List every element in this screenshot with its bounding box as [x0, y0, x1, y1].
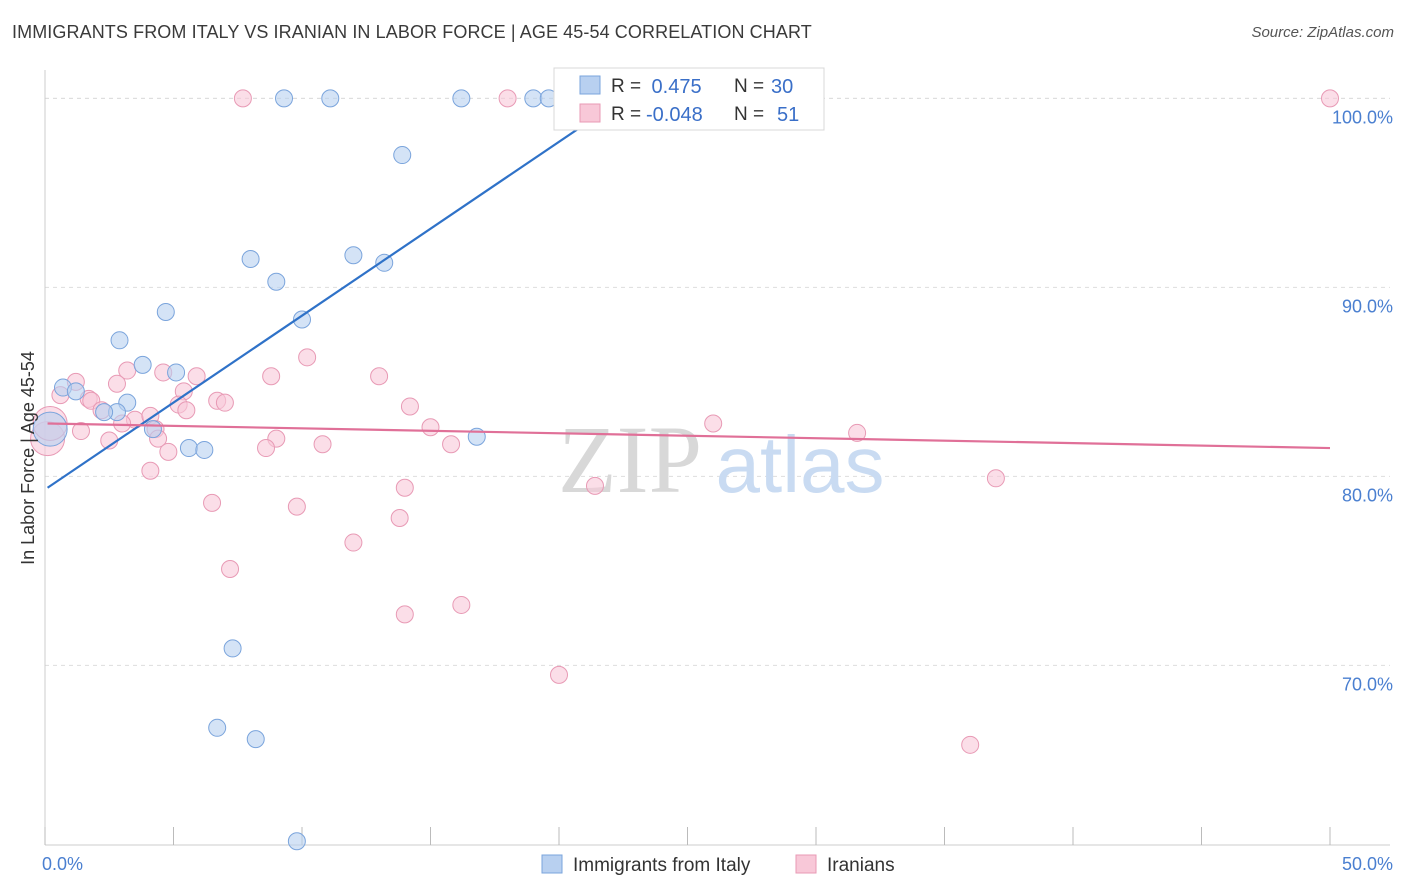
data-point-italy [223, 639, 242, 658]
legend-r-label-italy: R = [611, 76, 641, 97]
legend-n-label-italy: N = [734, 76, 764, 97]
chart-title: IMMIGRANTS FROM ITALY VS IRANIAN IN LABO… [12, 22, 812, 42]
data-point-iranians [986, 469, 1005, 488]
data-point-iranians [452, 595, 471, 614]
data-point-iranians [344, 533, 363, 552]
data-point-italy [293, 310, 311, 329]
data-point-iranians [421, 418, 440, 437]
data-point-iranians [287, 497, 306, 516]
legend-n-value-iranians: 51 [777, 104, 799, 126]
data-point-iranians [400, 397, 419, 416]
data-point-iranians [395, 478, 414, 497]
data-point-italy [32, 411, 68, 447]
data-point-italy [95, 403, 114, 422]
data-point-iranians [585, 476, 604, 495]
tick-labels: 70.0% 80.0% 90.0% 100.0% 0.0% 50.0% [42, 107, 1393, 874]
data-point-iranians [848, 423, 867, 442]
watermark-zip: ZIP [558, 406, 702, 513]
legend-r-value-italy: 0.475 [646, 76, 702, 98]
bottom-legend-label-iranians: Iranians [827, 855, 895, 876]
data-point-italy [133, 355, 152, 374]
data-point-iranians [215, 393, 234, 412]
data-point-iranians [961, 735, 980, 754]
data-point-italy [179, 439, 198, 458]
data-point-italy [195, 440, 214, 459]
data-point-iranians [313, 435, 332, 454]
y-tick-label: 80.0% [1342, 485, 1393, 505]
data-point-iranians [1321, 89, 1339, 108]
data-point-iranians [704, 414, 723, 433]
data-point-italy [66, 382, 85, 401]
legend-swatch-iranians [579, 103, 601, 123]
data-point-iranians [442, 435, 461, 454]
legend-n-label-iranians: N = [734, 104, 764, 125]
trend-line-iranians [47, 422, 1331, 450]
data-point-italy [267, 272, 286, 291]
data-point-italy [375, 253, 394, 272]
data-point-italy [156, 302, 175, 321]
bottom-legend-swatch-iranians [795, 854, 817, 874]
data-point-italy [452, 89, 471, 108]
data-point-iranians [177, 401, 196, 420]
data-point-iranians [141, 461, 160, 480]
grid-lines [45, 97, 1390, 666]
y-axis-label: In Labor Force | Age 45-54 [18, 351, 38, 565]
data-point-iranians [395, 605, 414, 624]
data-point-italy [246, 730, 265, 749]
data-point-iranians [370, 367, 389, 386]
legend: R = 0.475 N = 30 R = -0.048 N = 51 [553, 67, 825, 131]
x-tick-label: 50.0% [1342, 854, 1393, 874]
data-point-iranians [257, 439, 276, 458]
data-point-iranians [221, 560, 240, 579]
data-point-iranians [71, 422, 90, 441]
data-point-italy [143, 420, 162, 439]
legend-r-value-iranians: -0.048 [646, 104, 703, 126]
bottom-legend-swatch-italy [541, 854, 563, 874]
y-tick-label: 90.0% [1342, 296, 1393, 316]
data-point-italy [241, 250, 260, 269]
source-label: Source: ZipAtlas.com [1251, 24, 1394, 41]
y-tick-label: 100.0% [1332, 107, 1393, 127]
legend-swatch-italy [579, 75, 601, 95]
data-point-italy [287, 832, 306, 851]
data-point-italy [208, 718, 227, 737]
data-point-iranians [159, 442, 178, 461]
data-point-iranians [107, 374, 126, 393]
data-point-iranians [203, 493, 222, 512]
data-point-italy [110, 331, 129, 350]
data-point-italy [167, 363, 186, 382]
data-point-iranians [187, 367, 206, 386]
y-tick-label: 70.0% [1342, 674, 1393, 694]
data-point-iranians [233, 89, 252, 108]
trend-lines [46, 97, 1331, 489]
x-tick-label: 0.0% [42, 854, 83, 874]
bottom-legend: Immigrants from Italy Iranians [541, 854, 895, 876]
data-point-iranians [498, 89, 517, 108]
data-point-iranians [262, 367, 281, 386]
bottom-legend-label-italy: Immigrants from Italy [573, 855, 751, 876]
data-point-italy [344, 246, 363, 265]
legend-r-label-iranians: R = [611, 104, 641, 125]
data-point-iranians [390, 508, 409, 527]
data-point-italy [393, 146, 412, 165]
data-point-italy [524, 89, 543, 108]
data-point-italy [321, 89, 340, 108]
data-point-iranians [298, 348, 317, 367]
data-point-iranians [550, 665, 568, 684]
legend-n-value-italy: 30 [771, 76, 793, 98]
trend-line-italy [46, 97, 624, 489]
data-point-italy [275, 89, 294, 108]
